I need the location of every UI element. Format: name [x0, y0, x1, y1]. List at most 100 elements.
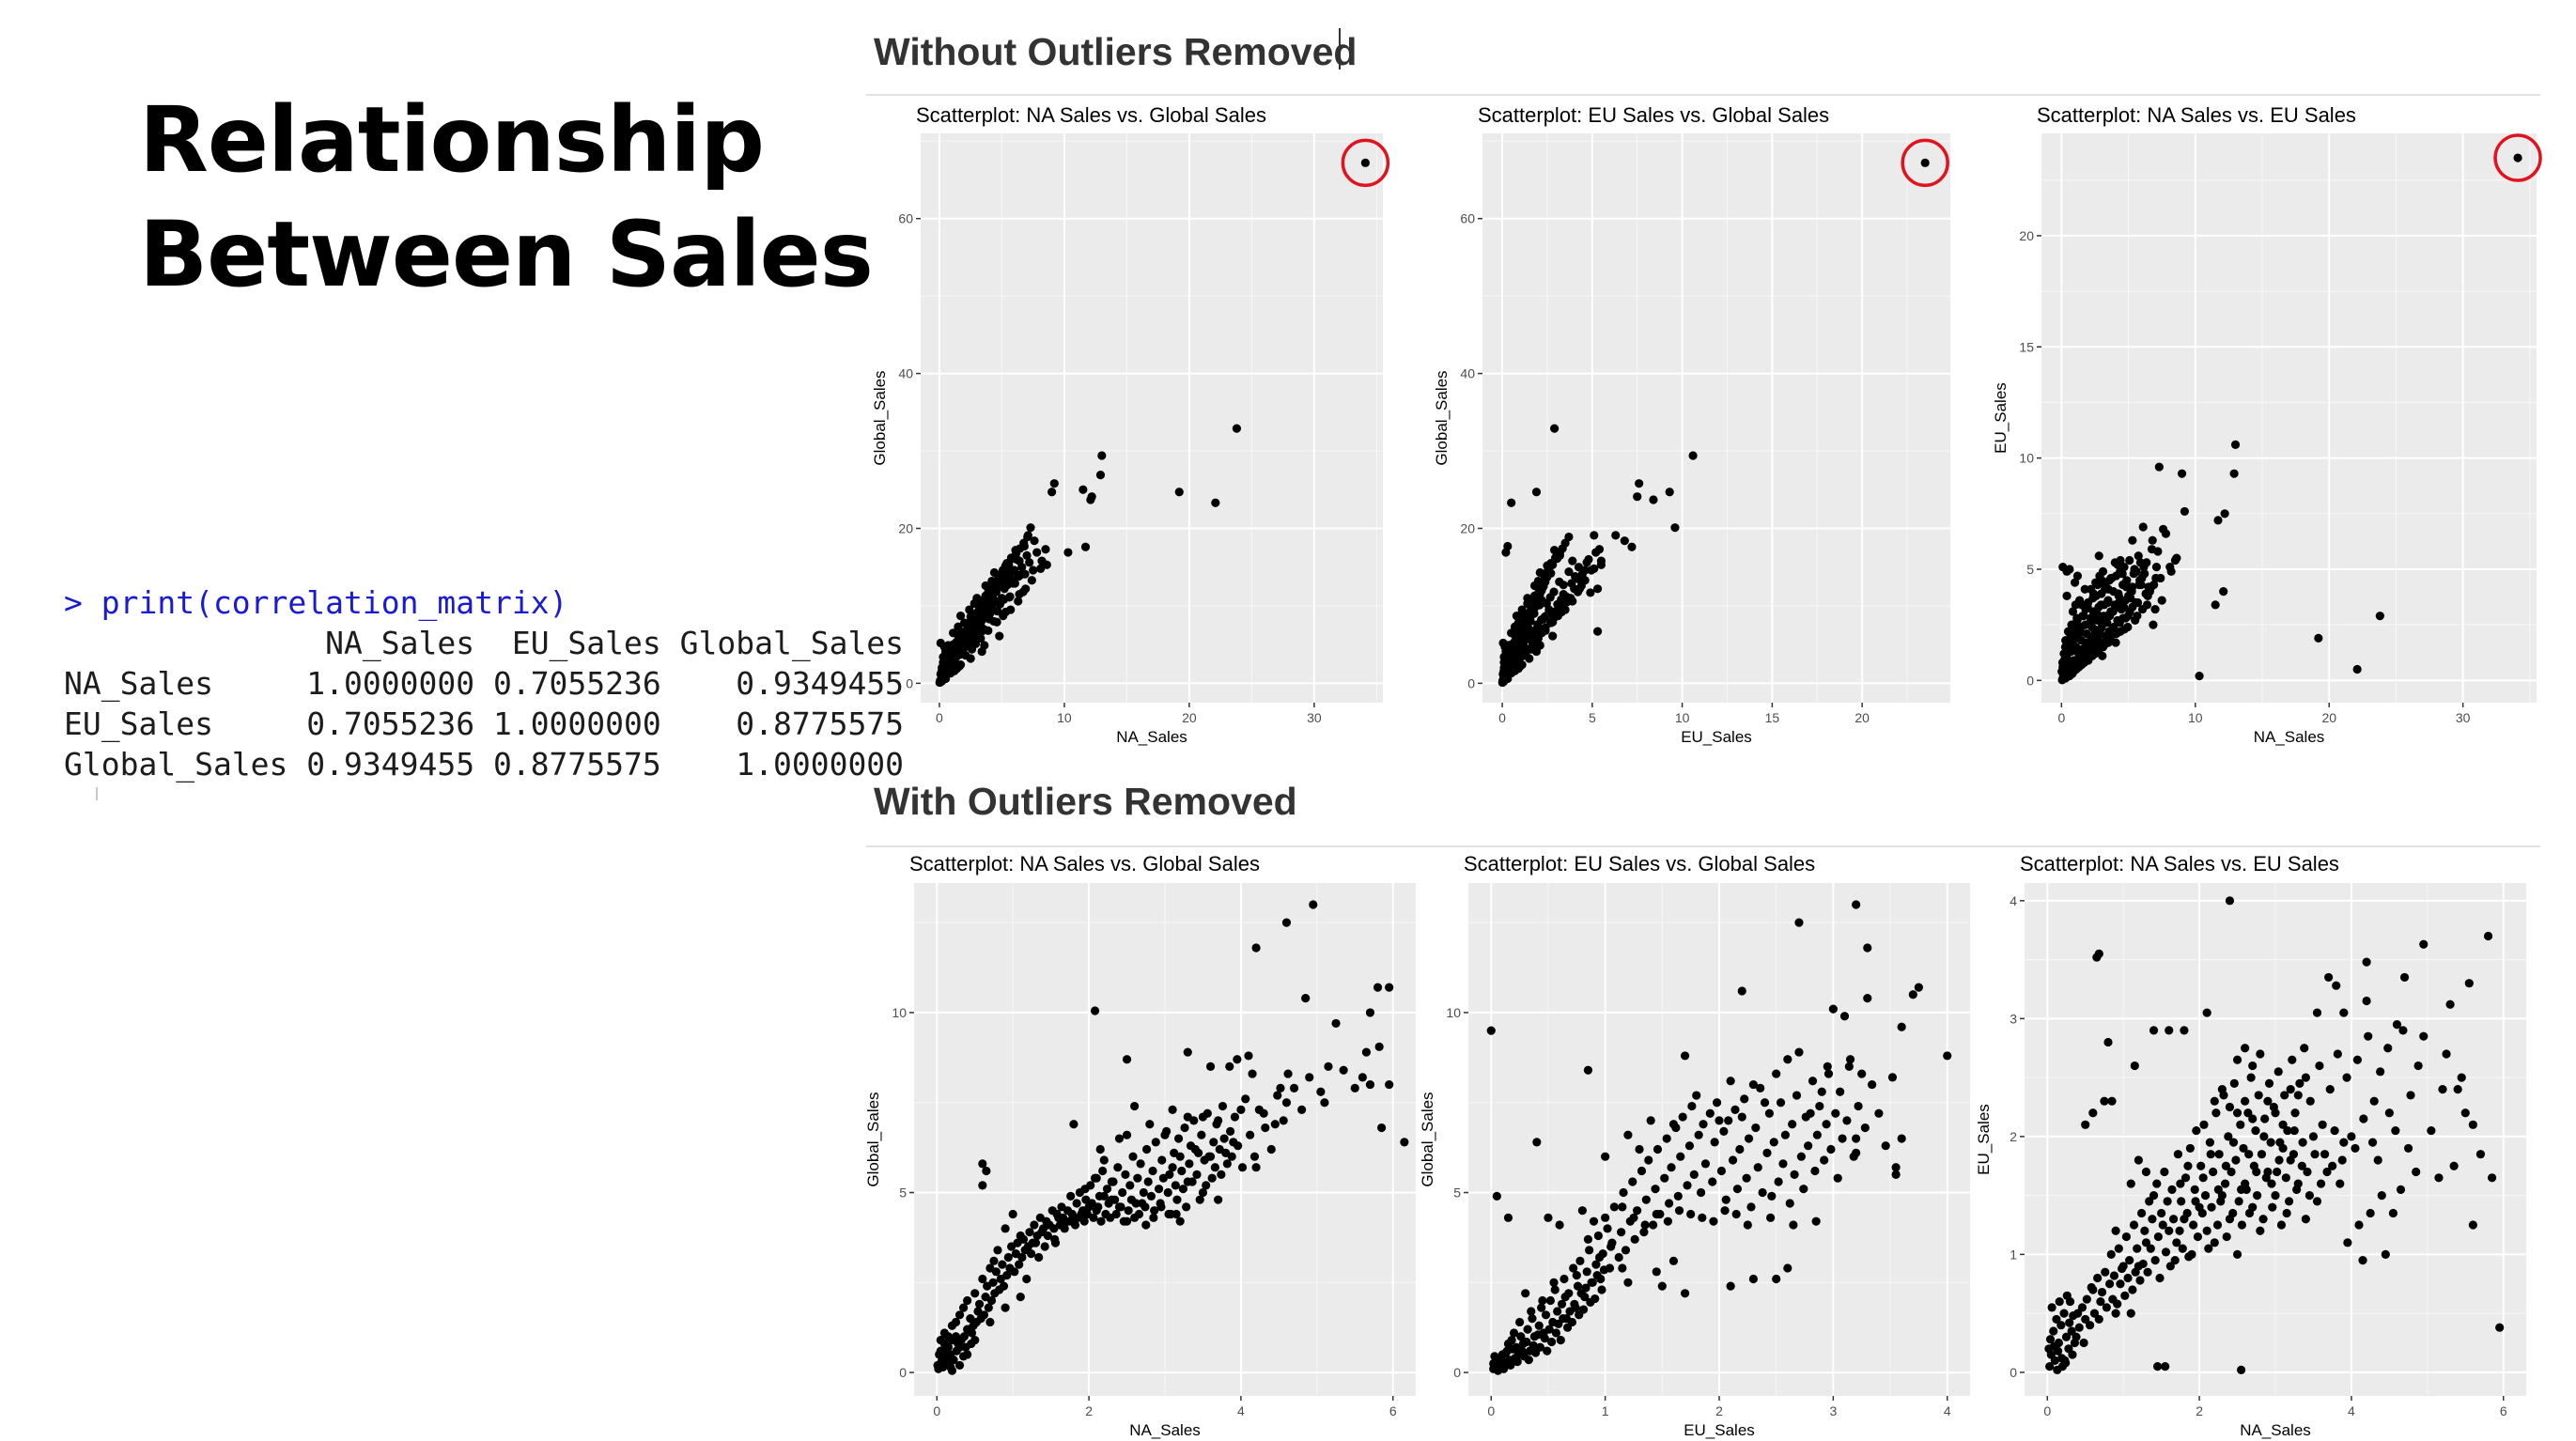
data-point	[2138, 1259, 2148, 1269]
data-point	[2220, 509, 2229, 519]
data-point	[2258, 1215, 2268, 1224]
data-point	[2413, 1061, 2423, 1071]
data-point	[1281, 1098, 1292, 1108]
data-point	[967, 1339, 976, 1349]
data-point	[2190, 1185, 2199, 1194]
data-point	[2249, 1161, 2258, 1170]
data-point	[2140, 1226, 2149, 1235]
data-point	[1241, 1094, 1250, 1104]
data-point	[1001, 1224, 1010, 1233]
data-point	[2081, 620, 2090, 629]
data-point	[2284, 1197, 2294, 1206]
data-point	[1145, 1120, 1155, 1129]
data-point	[2120, 1291, 2130, 1300]
data-point	[2082, 1294, 2091, 1304]
data-point	[1183, 1047, 1192, 1057]
data-point	[1281, 918, 1292, 927]
data-point	[1075, 1187, 1084, 1198]
data-point	[1897, 1022, 1906, 1031]
data-point	[1712, 1098, 1722, 1108]
data-point	[1546, 1337, 1557, 1347]
data-point	[1141, 1220, 1151, 1230]
data-point	[2352, 664, 2362, 674]
data-point	[2230, 440, 2241, 450]
data-point	[1096, 1216, 1106, 1226]
data-point	[954, 1342, 965, 1352]
data-point	[2096, 1296, 2105, 1307]
y-tick-label: 0	[906, 675, 913, 690]
data-point	[1598, 1249, 1607, 1259]
data-point	[1532, 1138, 1542, 1147]
data-point	[1316, 1087, 1326, 1096]
data-point	[1040, 1242, 1049, 1251]
y-axis-label: Global_Sales	[1433, 370, 1451, 465]
data-point	[1175, 1216, 1185, 1226]
data-point	[2367, 1138, 2378, 1147]
data-point	[1649, 495, 1658, 504]
data-point	[1571, 572, 1580, 581]
data-point	[1266, 1144, 1276, 1154]
data-point	[2359, 1114, 2368, 1123]
data-point	[2246, 1073, 2256, 1082]
scatterplot-panel: Scatterplot: NA Sales vs. Global Sales 0 1…	[871, 103, 1390, 746]
data-point	[1376, 1123, 1387, 1133]
data-point	[1214, 1195, 1223, 1204]
data-point	[2082, 629, 2091, 639]
data-point	[979, 1310, 989, 1320]
data-point	[2141, 1167, 2151, 1177]
data-point	[936, 1336, 945, 1345]
data-point	[2053, 1365, 2062, 1374]
data-point	[2178, 1244, 2187, 1253]
data-point	[2283, 1125, 2292, 1136]
data-point	[1027, 1249, 1036, 1259]
data-point	[2358, 1256, 2367, 1265]
data-point	[1010, 579, 1019, 588]
x-tick-label: 1	[1602, 1403, 1609, 1418]
data-point	[2273, 1167, 2282, 1177]
data-point	[1943, 1051, 1952, 1061]
data-point	[2260, 1114, 2270, 1123]
data-point	[2093, 1273, 2103, 1283]
data-point	[2236, 1120, 2245, 1129]
panel-title: Scatterplot: EU Sales vs. Global Sales	[1464, 852, 1815, 875]
data-point	[1783, 1263, 1792, 1273]
data-point	[2388, 1208, 2398, 1218]
data-point	[1028, 1238, 1037, 1247]
data-point	[1845, 1055, 1855, 1064]
data-point	[2055, 1296, 2064, 1307]
data-point	[1162, 1126, 1172, 1136]
data-point	[2236, 1365, 2246, 1374]
y-axis-label: Global_Sales	[1419, 1092, 1436, 1186]
data-point	[2147, 545, 2157, 554]
x-tick-label: 30	[1307, 710, 1322, 725]
data-point	[1273, 1091, 1282, 1100]
data-point	[2221, 1161, 2231, 1170]
data-point	[2318, 1120, 2327, 1129]
y-tick-label: 20	[898, 520, 913, 535]
data-point	[1788, 1120, 1797, 1129]
data-point	[2062, 1291, 2072, 1300]
data-point	[2062, 671, 2072, 681]
data-point	[947, 1321, 957, 1330]
data-point	[1649, 1220, 1658, 1230]
data-point	[2101, 1267, 2110, 1277]
data-point	[2117, 604, 2126, 614]
data-point	[1678, 1112, 1687, 1122]
data-point	[2362, 957, 2371, 967]
data-point	[2097, 589, 2106, 598]
data-point	[1177, 1166, 1187, 1176]
data-point	[2176, 1179, 2185, 1188]
data-point	[2126, 1179, 2135, 1188]
data-point	[1036, 564, 1046, 573]
data-point	[958, 1303, 969, 1312]
y-tick-label: 3	[2010, 1011, 2017, 1026]
data-point	[1686, 1209, 1696, 1219]
data-point	[979, 625, 988, 634]
x-tick-label: 15	[1765, 710, 1780, 725]
data-point	[2366, 1208, 2375, 1218]
data-point	[1708, 1177, 1717, 1186]
data-point	[1696, 1187, 1706, 1198]
data-point	[1507, 498, 1516, 507]
data-point	[2330, 1125, 2339, 1136]
data-point	[1863, 943, 1872, 953]
